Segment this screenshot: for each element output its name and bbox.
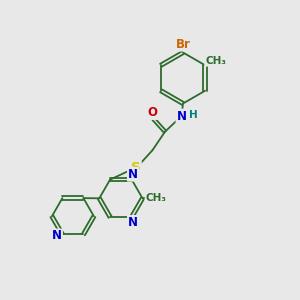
Text: N: N: [52, 230, 62, 242]
Text: S: S: [131, 161, 141, 174]
Text: H: H: [188, 110, 197, 120]
Text: CH₃: CH₃: [205, 56, 226, 66]
Text: O: O: [147, 106, 157, 119]
Text: N: N: [128, 168, 138, 181]
Text: N: N: [176, 110, 187, 123]
Text: CH₃: CH₃: [146, 193, 167, 203]
Text: N: N: [128, 216, 138, 229]
Text: Br: Br: [176, 38, 190, 51]
